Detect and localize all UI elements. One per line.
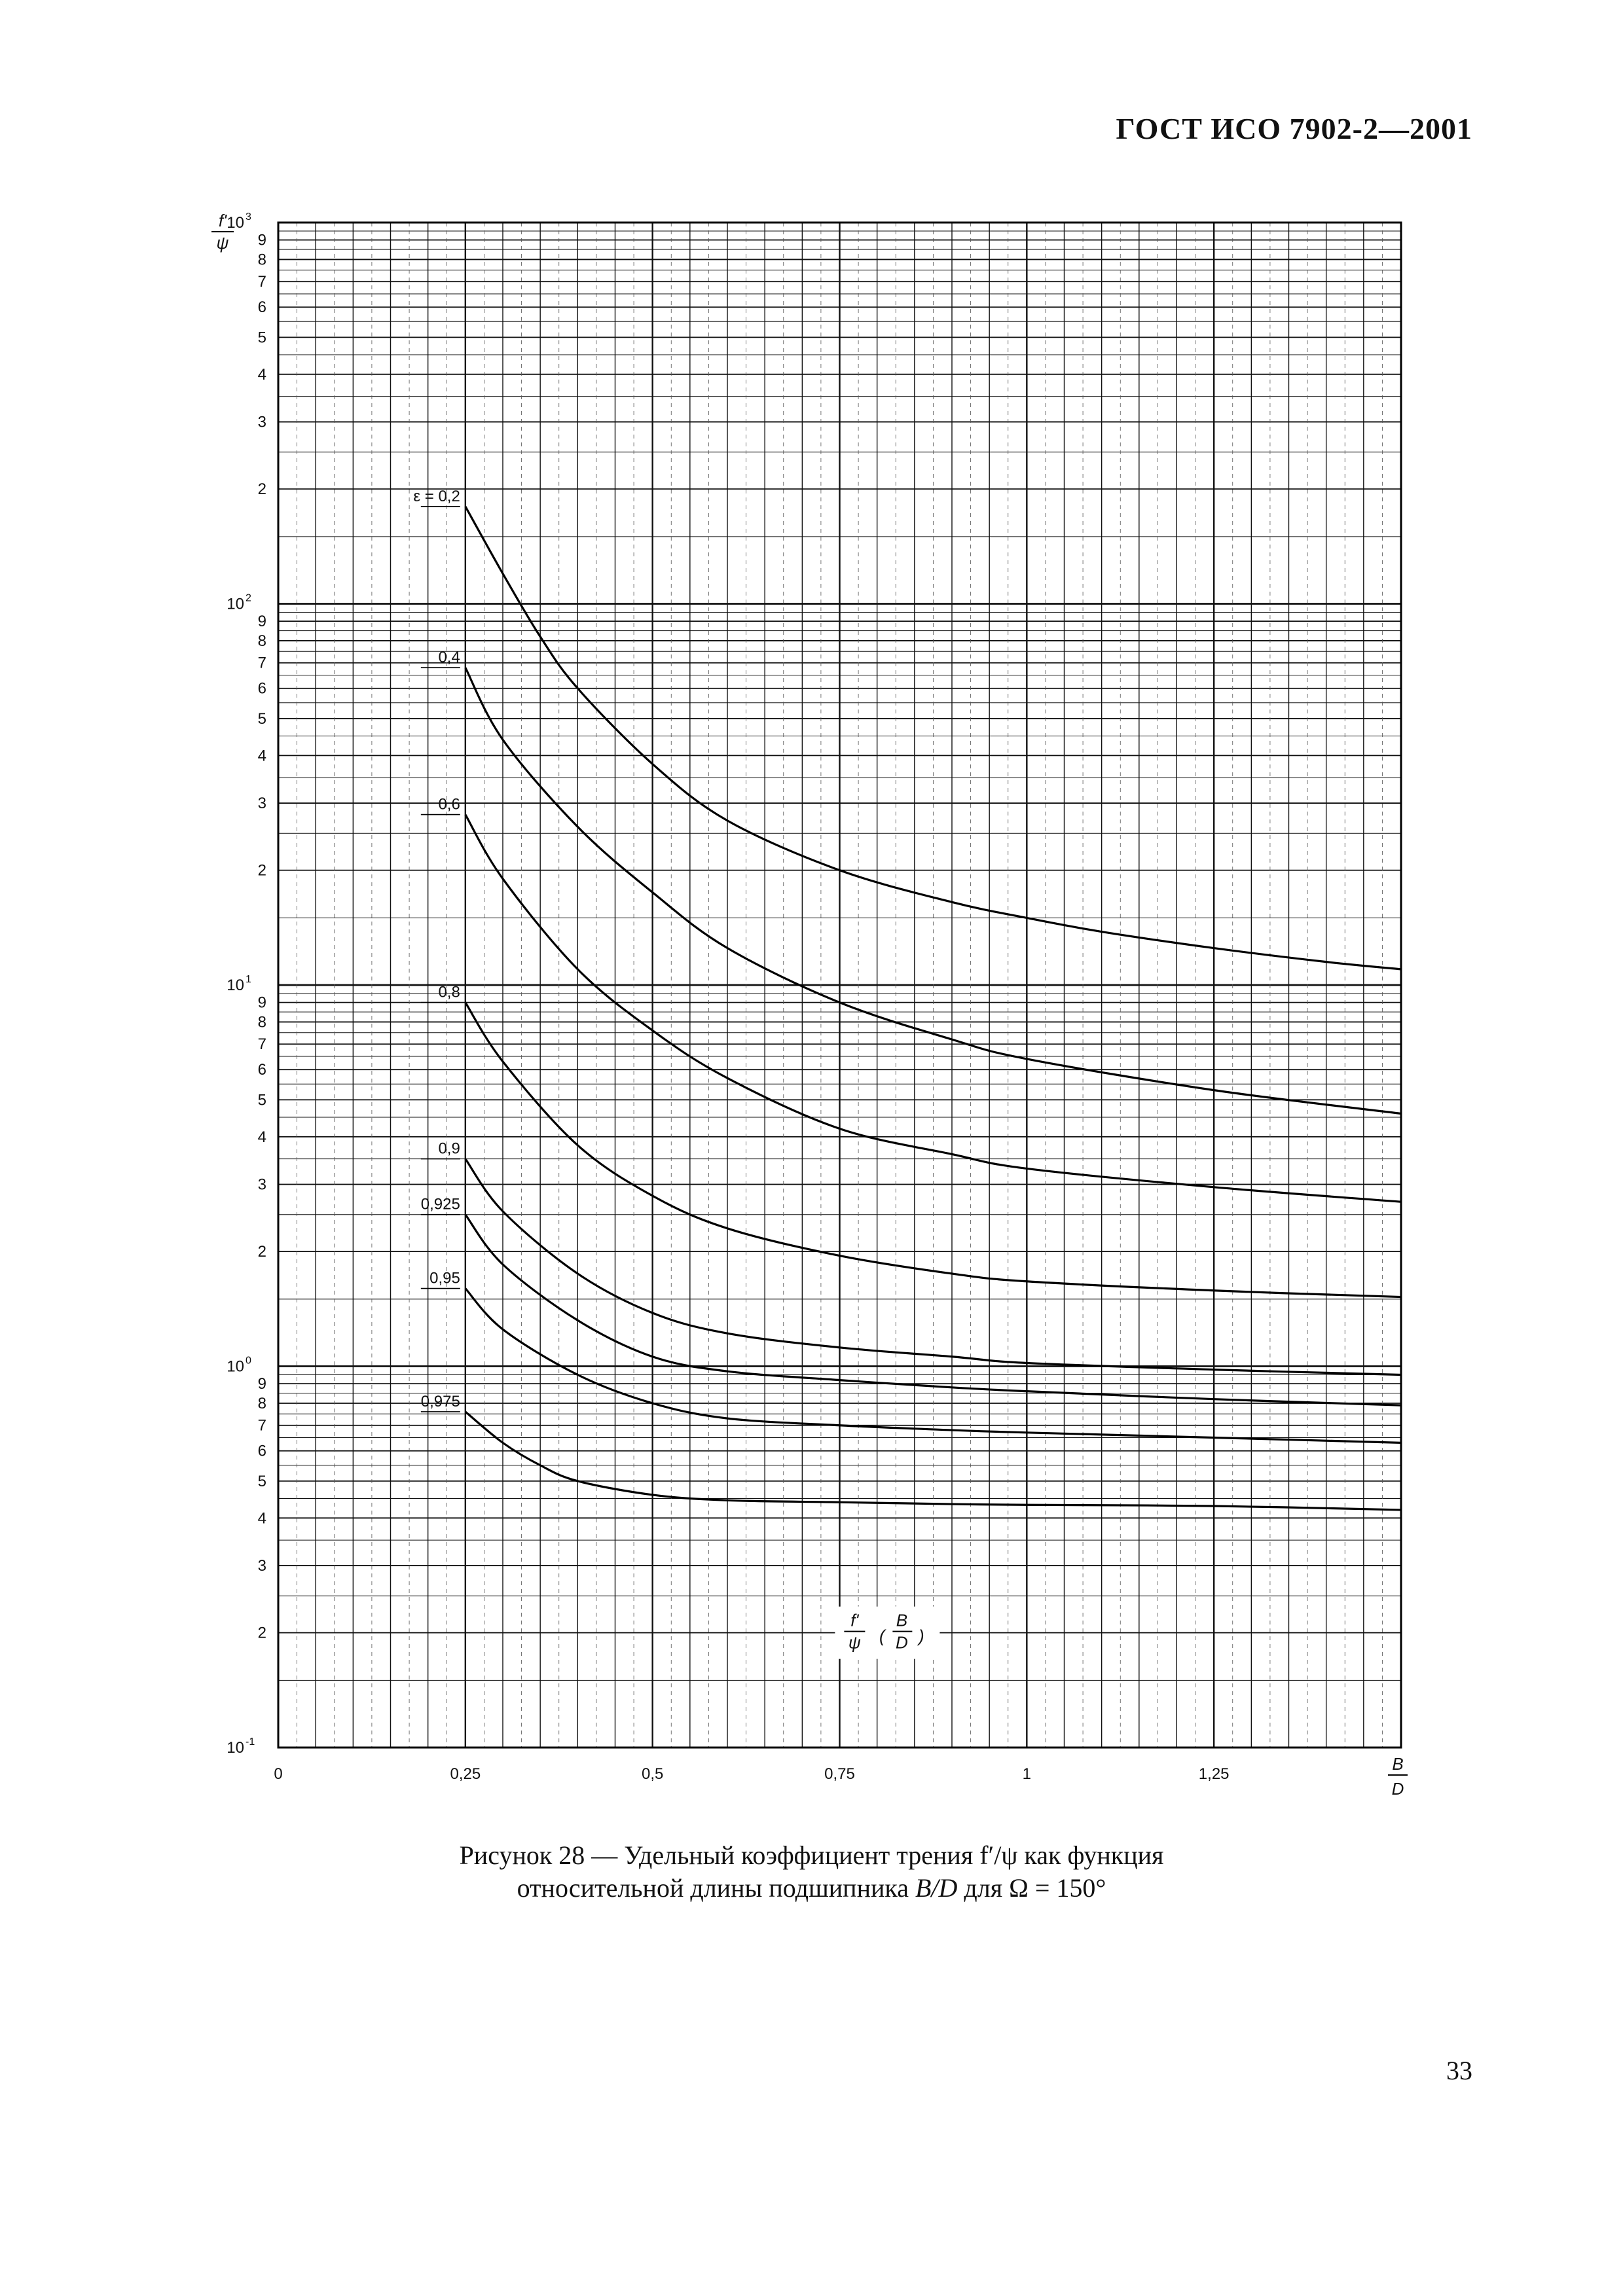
y-minor-label: 7 xyxy=(258,655,266,672)
inner-label-bg xyxy=(835,1606,940,1659)
inner-label-b: B xyxy=(896,1611,907,1630)
y-minor-label: 3 xyxy=(258,795,266,812)
y-minor-label: 3 xyxy=(258,414,266,431)
inner-label-paren-right: ) xyxy=(917,1626,924,1646)
y-decade-exponent: 3 xyxy=(246,211,251,223)
series-curve xyxy=(464,506,1402,971)
y-minor-label: 6 xyxy=(258,680,266,698)
y-minor-label: 2 xyxy=(258,1624,266,1642)
y-decade-label: 10 xyxy=(227,214,244,232)
inner-label-d: D xyxy=(896,1633,908,1653)
series-label: 0,925 xyxy=(421,1196,460,1213)
y-minor-label: 5 xyxy=(258,710,266,728)
y-axis-label-den: ψ xyxy=(217,233,229,253)
series-curve xyxy=(464,1287,1402,1444)
series-label: 0,6 xyxy=(438,796,460,814)
series-curve xyxy=(464,1158,1402,1376)
y-decade-exponent: 1 xyxy=(246,974,251,985)
y-minor-label: 6 xyxy=(258,1443,266,1460)
inner-label-paren-left: ( xyxy=(879,1626,886,1646)
caption-text-pre: относительной длины подшипника xyxy=(517,1873,915,1903)
caption-ratio: B/D xyxy=(915,1873,958,1903)
y-axis-label-num: f' xyxy=(219,211,227,230)
series-curve xyxy=(464,667,1402,1115)
y-minor-label: 7 xyxy=(258,1035,266,1053)
chart-grid xyxy=(277,223,1402,1749)
series-labels: ε = 0,2 0,4 0,6 0,8 0,9 0,925 0,95 0,975 xyxy=(413,488,460,1412)
y-minor-label: 5 xyxy=(258,1091,266,1109)
x-tick-label: 1,25 xyxy=(1199,1765,1230,1783)
y-decade-label: 10 xyxy=(227,1358,244,1376)
y-minor-label: 8 xyxy=(258,632,266,650)
series-label: 0,975 xyxy=(421,1393,460,1410)
figure-caption-line1: Рисунок 28 — Удельный коэффициент трения… xyxy=(459,1840,1164,1870)
x-tick-label: 1 xyxy=(1023,1765,1031,1783)
y-minor-label: 9 xyxy=(258,994,266,1012)
series-curve xyxy=(464,1410,1402,1511)
y-minor-label: 4 xyxy=(258,366,266,384)
y-minor-label: 3 xyxy=(258,1176,266,1194)
x-tick-label: 0,75 xyxy=(824,1765,855,1783)
chart-frame xyxy=(277,221,1402,1749)
y-minor-label: 2 xyxy=(258,862,266,880)
y-minor-label: 8 xyxy=(258,1395,266,1412)
y-minor-label: 9 xyxy=(258,232,266,249)
x-tick-label: 0 xyxy=(274,1765,282,1783)
y-decade-exponent: 0 xyxy=(246,1355,251,1367)
y-minor-label: 9 xyxy=(258,613,266,630)
y-minor-label: 8 xyxy=(258,1013,266,1031)
y-minor-label: 3 xyxy=(258,1557,266,1575)
series-label: 0,95 xyxy=(429,1270,460,1287)
y-minor-label: 6 xyxy=(258,298,266,316)
x-axis-tick-labels: 0 0,25 0,5 0,75 1 1,25 xyxy=(274,1765,1229,1783)
y-decade-exponent: -1 xyxy=(246,1736,255,1748)
document-header: ГОСТ ИСО 7902-2—2001 xyxy=(1116,112,1472,145)
y-minor-label: 5 xyxy=(258,1473,266,1490)
y-decade-exponent: 2 xyxy=(246,593,251,604)
series-label: 0,8 xyxy=(438,984,460,1001)
y-minor-label: 7 xyxy=(258,273,266,291)
caption-text-post: для Ω = 150° xyxy=(957,1873,1106,1903)
inner-label-psi: ψ xyxy=(848,1633,861,1653)
y-decade-label: 10 xyxy=(227,1739,244,1757)
y-minor-label: 4 xyxy=(258,747,266,764)
y-decade-label: 10 xyxy=(227,596,244,613)
series-curve xyxy=(464,814,1402,1203)
y-minor-label: 9 xyxy=(258,1375,266,1393)
y-minor-label: 4 xyxy=(258,1509,266,1527)
x-tick-label: 0,25 xyxy=(450,1765,481,1783)
series-label: 0,9 xyxy=(438,1140,460,1158)
x-axis-label-den: D xyxy=(1392,1779,1404,1799)
page-number: 33 xyxy=(1446,2056,1472,2085)
chart-series xyxy=(464,506,1402,1511)
series-curve xyxy=(464,1001,1402,1299)
series-label: 0,4 xyxy=(438,649,460,666)
y-minor-label: 6 xyxy=(258,1061,266,1079)
y-minor-label: 5 xyxy=(258,329,266,346)
x-tick-label: 0,5 xyxy=(642,1765,663,1783)
series-curve xyxy=(464,1213,1402,1407)
x-axis-label-num: B xyxy=(1392,1754,1403,1774)
y-minor-label: 8 xyxy=(258,251,266,268)
y-decade-label: 10 xyxy=(227,977,244,994)
inner-label-f: f' xyxy=(850,1611,859,1630)
y-minor-label: 2 xyxy=(258,480,266,498)
y-minor-label: 4 xyxy=(258,1128,266,1146)
y-minor-label: 2 xyxy=(258,1243,266,1261)
series-label: ε = 0,2 xyxy=(413,488,460,505)
y-minor-label: 7 xyxy=(258,1417,266,1435)
figure-caption-line2: относительной длины подшипника B/D для Ω… xyxy=(0,1872,1623,1905)
